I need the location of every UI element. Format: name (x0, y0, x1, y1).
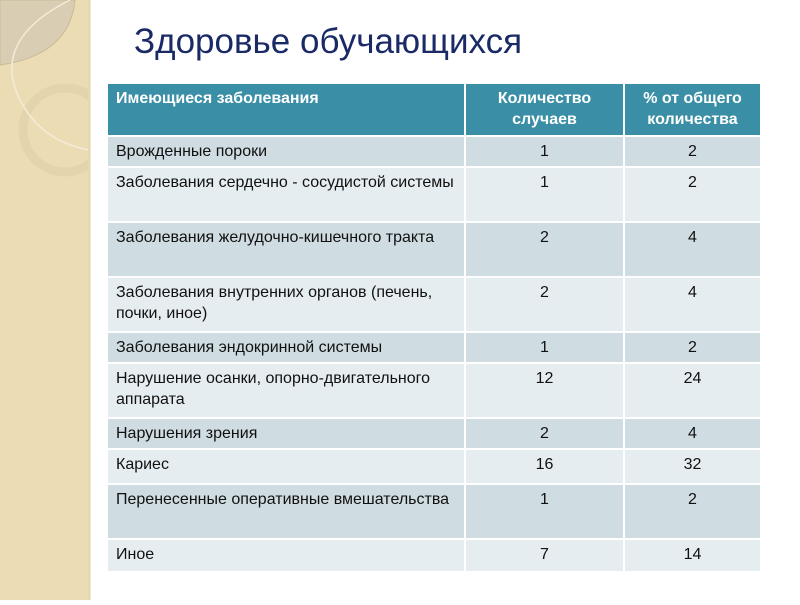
percent-cell: 4 (623, 276, 762, 333)
percent-cell: 2 (623, 166, 762, 223)
column-header: % от общего количества (623, 82, 762, 137)
disease-name-cell: Врожденные пороки (106, 135, 466, 168)
case-count-cell: 7 (464, 538, 625, 573)
page-title: Здоровье обучающихся (134, 22, 523, 61)
table-row: Нарушение осанки, опорно-двигательного а… (106, 362, 762, 419)
disease-name-cell: Заболевания сердечно - сосудистой систем… (106, 166, 466, 223)
column-header: Количество случаев (464, 82, 625, 137)
case-count-cell: 1 (464, 331, 625, 364)
case-count-cell: 2 (464, 221, 625, 278)
disease-name-cell: Нарушение осанки, опорно-двигательного а… (106, 362, 466, 419)
case-count-cell: 2 (464, 417, 625, 450)
table-row: Перенесенные оперативные вмешательства 1 2 (106, 483, 762, 540)
column-header: Имеющиеся заболевания (106, 82, 466, 137)
table-row: Заболевания желудочно-кишечного тракта 2 4 (106, 221, 762, 278)
case-count-cell: 1 (464, 483, 625, 540)
decorative-sidebar (0, 0, 112, 600)
disease-name-cell: Заболевания желудочно-кишечного тракта (106, 221, 466, 278)
diseases-table: Имеющиеся заболевания Количество случаев… (106, 82, 762, 573)
percent-cell: 4 (623, 221, 762, 278)
table-row: Заболевания эндокринной системы 1 2 (106, 331, 762, 364)
disease-name-cell: Заболевания эндокринной системы (106, 331, 466, 364)
case-count-cell: 1 (464, 135, 625, 168)
table-row: Заболевания внутренних органов (печень, … (106, 276, 762, 333)
percent-cell: 4 (623, 417, 762, 450)
table-row: Кариес 16 32 (106, 448, 762, 485)
case-count-cell: 16 (464, 448, 625, 485)
percent-cell: 2 (623, 483, 762, 540)
percent-cell: 2 (623, 135, 762, 168)
disease-name-cell: Нарушения зрения (106, 417, 466, 450)
percent-cell: 24 (623, 362, 762, 419)
percent-cell: 14 (623, 538, 762, 573)
case-count-cell: 1 (464, 166, 625, 223)
table-row: Врожденные пороки 1 2 (106, 135, 762, 168)
case-count-cell: 2 (464, 276, 625, 333)
table-row: Нарушения зрения 2 4 (106, 417, 762, 450)
percent-cell: 2 (623, 331, 762, 364)
disease-name-cell: Заболевания внутренних органов (печень, … (106, 276, 466, 333)
disease-name-cell: Иное (106, 538, 466, 573)
percent-cell: 32 (623, 448, 762, 485)
table-row: Иное 7 14 (106, 538, 762, 573)
divider (90, 0, 91, 600)
table-row: Заболевания сердечно - сосудистой систем… (106, 166, 762, 223)
table-header-row: Имеющиеся заболевания Количество случаев… (106, 82, 762, 137)
disease-name-cell: Кариес (106, 448, 466, 485)
case-count-cell: 12 (464, 362, 625, 419)
disease-name-cell: Перенесенные оперативные вмешательства (106, 483, 466, 540)
decorative-circles-icon (0, 0, 112, 177)
